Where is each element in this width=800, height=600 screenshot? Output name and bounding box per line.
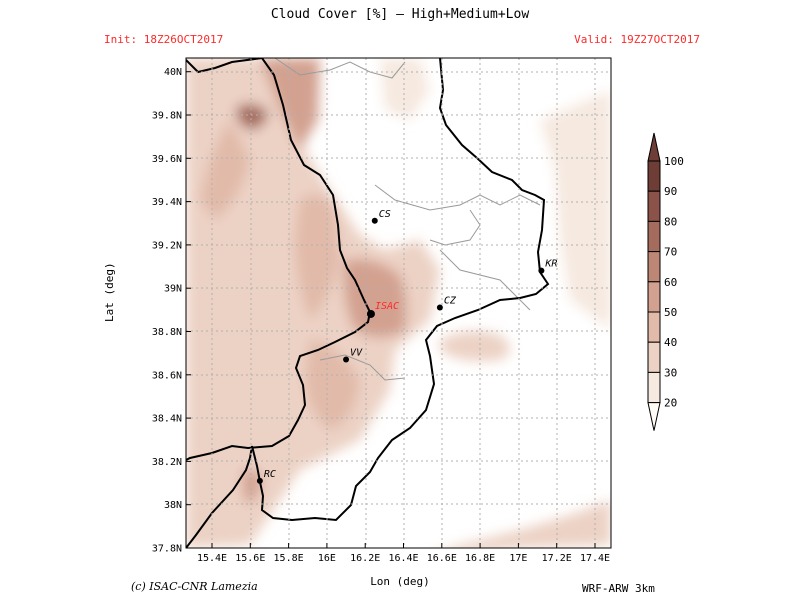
y-axis-ticks: 37.8N 38N 38.2N 38.4N 38.6N 38.8N 39N 39.2N 39.4… bbox=[152, 67, 191, 555]
map-grid bbox=[186, 58, 611, 549]
model-label: WRF-ARW 3km bbox=[582, 582, 655, 595]
valid-time: Valid: 19Z27OCT2017 bbox=[574, 33, 700, 46]
y-tick-label: 39.8N bbox=[152, 111, 182, 122]
colorbar-label: 20 bbox=[664, 397, 677, 410]
x-tick-label: 16E bbox=[318, 553, 336, 564]
colorbar-label: 30 bbox=[664, 366, 677, 379]
colorbar-segment bbox=[647, 160, 661, 192]
y-tick-label: 38.6N bbox=[152, 370, 182, 381]
city-label-vv: VV bbox=[350, 347, 363, 358]
y-tick-label: 38N bbox=[164, 500, 182, 511]
plot-frame bbox=[185, 57, 612, 549]
colorbar-label: 80 bbox=[664, 215, 677, 228]
y-tick-label: 37.8N bbox=[152, 544, 182, 555]
city-label-kr: KR bbox=[544, 259, 557, 270]
city-dot-isac bbox=[366, 309, 375, 318]
map-title: Cloud Cover [%] — High+Medium+Low bbox=[270, 7, 530, 22]
colorbar-segment bbox=[647, 371, 661, 404]
y-tick-label: 38.4N bbox=[152, 414, 182, 425]
colorbar-label: 100 bbox=[664, 155, 684, 168]
credit-text: (c) ISAC-CNR Lamezia bbox=[131, 580, 258, 593]
init-time: Init: 18Z26OCT2017 bbox=[104, 33, 224, 46]
colorbar-segment bbox=[647, 341, 661, 373]
colorbar-segment bbox=[647, 281, 661, 313]
colorbar-segment bbox=[647, 251, 661, 283]
colorbar: 100 90 80 70 60 50 40 30 20 bbox=[647, 132, 684, 431]
colorbar-segment bbox=[647, 311, 661, 343]
city-dot-vv bbox=[343, 356, 350, 363]
colorbar-top-arrow bbox=[647, 132, 661, 162]
y-tick-label: 39.2N bbox=[152, 240, 182, 251]
y-tick-label: 38.8N bbox=[152, 327, 182, 338]
colorbar-segment bbox=[647, 190, 661, 222]
x-axis-label: Lon (deg) bbox=[370, 575, 430, 588]
city-dot-cz bbox=[436, 304, 443, 311]
city-label-rc: RC bbox=[264, 469, 276, 480]
y-tick-label: 40N bbox=[164, 67, 182, 78]
x-tick-label: 15.8E bbox=[274, 553, 304, 564]
colorbar-bottom-arrow bbox=[647, 402, 661, 431]
colorbar-label: 40 bbox=[664, 336, 677, 349]
x-axis-ticks: 15.4E 15.6E 15.8E 16E 16.2E 16.4E 16.6E 16.8E 17… bbox=[197, 543, 610, 564]
x-tick-label: 16.2E bbox=[350, 553, 380, 564]
y-tick-label: 38.2N bbox=[152, 457, 182, 468]
regional-boundaries bbox=[274, 58, 541, 381]
colorbar-label: 70 bbox=[664, 246, 677, 259]
city-label-cs: CS bbox=[379, 209, 391, 220]
city-dot-kr bbox=[538, 267, 545, 274]
colorbar-label: 50 bbox=[664, 306, 677, 319]
coastline bbox=[186, 58, 550, 548]
x-tick-label: 17.4E bbox=[580, 553, 610, 564]
x-tick-label: 15.4E bbox=[197, 553, 227, 564]
x-tick-label: 17.2E bbox=[542, 553, 572, 564]
city-label-cz: CZ bbox=[444, 295, 457, 306]
x-tick-label: 16.6E bbox=[427, 553, 457, 564]
city-dot-rc bbox=[256, 477, 263, 484]
city-markers: CS KR ISAC CZ VV RC bbox=[256, 209, 557, 484]
city-dot-cs bbox=[371, 217, 378, 224]
x-tick-label: 15.6E bbox=[235, 553, 265, 564]
x-tick-label: 17E bbox=[509, 553, 527, 564]
colorbar-segment bbox=[647, 220, 661, 253]
city-label-isac: ISAC bbox=[375, 301, 399, 312]
colorbar-label: 60 bbox=[664, 276, 677, 289]
y-tick-label: 39.6N bbox=[152, 154, 182, 165]
x-tick-label: 16.8E bbox=[465, 553, 495, 564]
y-tick-label: 39.4N bbox=[152, 197, 182, 208]
x-tick-label: 16.4E bbox=[388, 553, 418, 564]
y-tick-label: 39N bbox=[164, 284, 182, 295]
colorbar-label: 90 bbox=[664, 185, 677, 198]
